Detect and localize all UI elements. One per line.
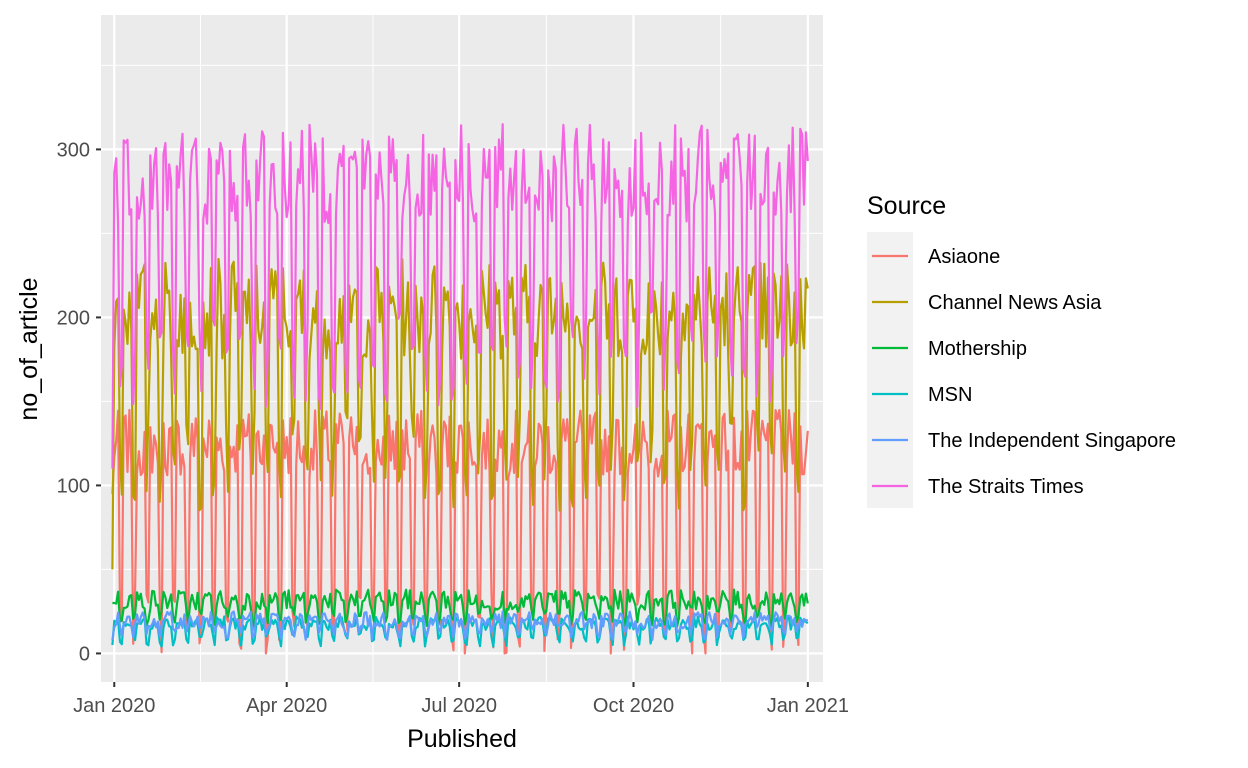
legend-label: Channel News Asia bbox=[928, 292, 1102, 314]
series-line bbox=[111, 408, 809, 655]
y-axis-title: no_of_article bbox=[15, 277, 43, 420]
x-axis: Jan 2020 Apr 2020 Jul 2020 Oct 2020 Jan 2021 bbox=[73, 682, 849, 717]
legend-title: Source bbox=[867, 192, 946, 220]
x-tick-label: Jul 2020 bbox=[421, 695, 497, 717]
legend-label: Mothership bbox=[928, 338, 1027, 360]
x-tick-label: Jan 2020 bbox=[73, 695, 155, 717]
x-tick-label: Apr 2020 bbox=[246, 695, 327, 717]
legend-items: Asiaone Channel News Asia Mothership MSN The… bbox=[867, 232, 1176, 508]
x-axis-title: Published bbox=[407, 725, 517, 753]
legend-label: MSN bbox=[928, 384, 972, 406]
legend-key-background bbox=[867, 232, 913, 508]
legend-label: The Independent Singapore bbox=[928, 430, 1176, 452]
series-line bbox=[111, 610, 809, 641]
y-tick-label: 200 bbox=[57, 307, 90, 329]
x-tick-label: Oct 2020 bbox=[593, 695, 674, 717]
y-tick-label: 0 bbox=[79, 643, 90, 665]
series-line bbox=[111, 123, 809, 469]
y-tick-label: 100 bbox=[57, 475, 90, 497]
series-line bbox=[111, 257, 809, 570]
x-tick-label: Jan 2021 bbox=[767, 695, 849, 717]
legend: Source Asiaone Channel News Asia Mothershi… bbox=[867, 192, 1176, 508]
y-axis: 0 100 200 300 bbox=[57, 139, 101, 665]
y-tick-label: 300 bbox=[57, 139, 90, 161]
legend-label: Asiaone bbox=[928, 246, 1000, 268]
series-line bbox=[112, 588, 809, 628]
series-lines bbox=[111, 123, 809, 655]
legend-label: The Straits Times bbox=[928, 476, 1084, 498]
